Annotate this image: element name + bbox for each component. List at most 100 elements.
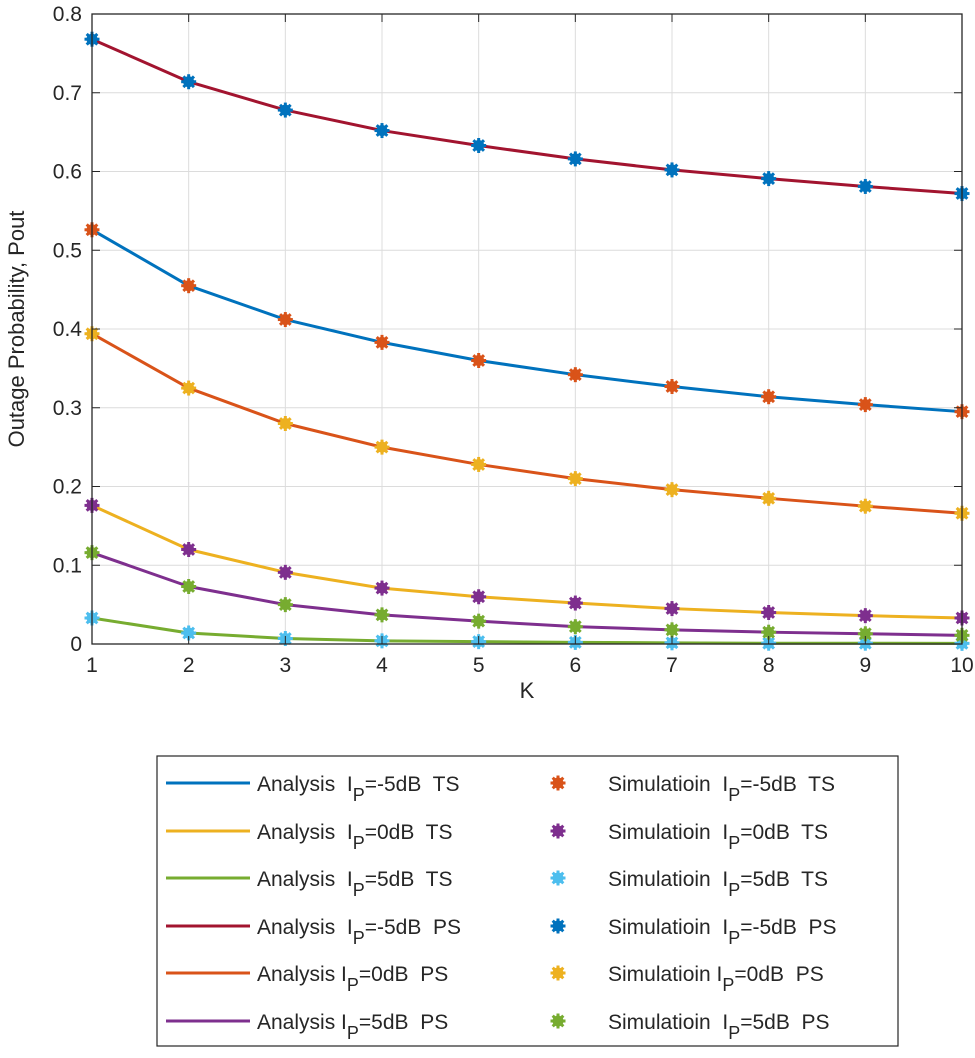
legend-label: Analysis IP=5dB TS bbox=[257, 868, 452, 900]
data-point-marker bbox=[277, 102, 293, 118]
x-tick-label: 4 bbox=[376, 654, 388, 677]
legend-label: Analysis IP=0dB PS bbox=[257, 963, 448, 995]
marker-spoke bbox=[472, 354, 486, 367]
legend-marker-swatch bbox=[550, 918, 566, 934]
marker-spoke bbox=[278, 417, 292, 430]
data-point-marker bbox=[567, 595, 583, 611]
data-point-marker bbox=[374, 580, 390, 596]
data-point-marker bbox=[181, 278, 197, 294]
data-point-marker bbox=[471, 613, 487, 629]
legend-marker-swatch bbox=[550, 965, 566, 981]
x-tick-label: 5 bbox=[473, 654, 485, 677]
data-point-marker bbox=[471, 138, 487, 154]
marker-spoke bbox=[858, 609, 872, 623]
x-tick-label: 9 bbox=[859, 654, 871, 677]
marker-spoke bbox=[278, 313, 292, 326]
data-point-marker bbox=[277, 597, 293, 613]
data-point-marker bbox=[374, 334, 390, 350]
data-point-marker bbox=[181, 74, 197, 90]
y-tick-label: 0.2 bbox=[53, 476, 82, 499]
data-point-marker bbox=[277, 564, 293, 580]
data-point-marker bbox=[664, 601, 680, 617]
marker-spoke bbox=[472, 590, 486, 604]
marker-spoke bbox=[551, 1014, 565, 1028]
x-tick-label: 8 bbox=[763, 654, 775, 677]
legend-marker-swatch bbox=[550, 870, 566, 886]
y-axis-label: Outage Probability, Pout bbox=[4, 211, 29, 448]
x-tick-label: 7 bbox=[666, 654, 678, 677]
marker-spoke bbox=[762, 390, 776, 404]
x-tick-label: 6 bbox=[569, 654, 581, 677]
y-tick-label: 0.6 bbox=[53, 161, 82, 184]
data-point-marker bbox=[374, 607, 390, 623]
marker-spoke bbox=[665, 623, 679, 637]
series-lines bbox=[91, 37, 963, 645]
data-point-marker bbox=[181, 380, 197, 396]
marker-spoke bbox=[568, 596, 582, 610]
y-tick-label: 0.3 bbox=[53, 397, 82, 420]
legend-box bbox=[156, 755, 899, 1047]
legend-label: Simulatioin IP=5dB TS bbox=[608, 868, 828, 900]
data-point-marker bbox=[471, 353, 487, 368]
marker-spoke bbox=[375, 440, 389, 454]
plot-frame bbox=[91, 13, 963, 645]
marker-spoke bbox=[472, 458, 486, 471]
data-point-marker bbox=[761, 605, 777, 620]
legend-label: Analysis IP=-5dB TS bbox=[257, 773, 459, 805]
x-tick-label: 10 bbox=[950, 654, 973, 677]
data-point-marker bbox=[664, 378, 680, 394]
data-point-marker bbox=[761, 389, 777, 405]
series-line bbox=[91, 504, 963, 620]
legend-marker-swatch bbox=[550, 775, 566, 791]
marker-spoke bbox=[762, 625, 776, 639]
data-point-marker bbox=[471, 456, 487, 472]
data-point-marker bbox=[664, 162, 680, 178]
marker-spoke bbox=[375, 336, 389, 349]
marker-spoke bbox=[858, 627, 872, 641]
y-tick-label: 0.5 bbox=[53, 239, 82, 262]
data-point-marker bbox=[567, 619, 583, 635]
marker-spoke bbox=[665, 380, 679, 393]
marker-spoke bbox=[551, 776, 565, 790]
marker-spoke bbox=[568, 152, 582, 166]
legend-label: Simulatioin IP=-5dB TS bbox=[608, 773, 835, 805]
data-point-marker bbox=[664, 622, 680, 638]
data-point-marker bbox=[471, 589, 487, 605]
legend-marker-swatch bbox=[550, 1013, 566, 1029]
data-point-marker bbox=[181, 579, 197, 595]
data-point-marker bbox=[277, 312, 293, 328]
marker-spoke bbox=[182, 626, 196, 640]
marker-spoke bbox=[858, 180, 872, 193]
data-point-marker bbox=[567, 151, 583, 167]
marker-spoke bbox=[665, 602, 679, 615]
data-point-marker bbox=[181, 542, 197, 557]
y-tick-label: 0.8 bbox=[53, 3, 82, 26]
x-tick-label: 1 bbox=[86, 654, 98, 677]
legend-label: Simulatioin IP=0dB TS bbox=[608, 821, 828, 853]
series-line bbox=[91, 228, 963, 414]
series-line bbox=[91, 616, 963, 645]
legend: Analysis IP=-5dB TS Analysis IP=0dB TS Ana… bbox=[156, 755, 899, 1047]
marker-spoke bbox=[278, 103, 292, 117]
marker-spoke bbox=[182, 279, 196, 293]
marker-spoke bbox=[568, 368, 582, 382]
marker-spoke bbox=[858, 398, 872, 411]
y-tick-label: 0 bbox=[70, 633, 82, 656]
data-point-marker bbox=[761, 171, 777, 187]
axes: 1 2 3 4 5 6 7 8 9 10 0 0.1 0.2 0.3 0.4 0.5 0.6 0.7 0.8 bbox=[53, 3, 974, 677]
series-line bbox=[91, 551, 963, 637]
marker-spoke bbox=[182, 75, 196, 89]
marker-spoke bbox=[472, 139, 486, 152]
legend-label: Analysis IP=5dB PS bbox=[257, 1011, 448, 1043]
data-point-marker bbox=[181, 625, 197, 641]
marker-spoke bbox=[375, 581, 389, 595]
legend-label: Analysis IP=-5dB PS bbox=[257, 916, 461, 948]
x-axis-label: K bbox=[520, 678, 535, 703]
y-tick-label: 0.1 bbox=[53, 554, 82, 577]
marker-spoke bbox=[182, 381, 196, 395]
data-point-marker bbox=[857, 178, 873, 194]
data-point-marker bbox=[664, 482, 680, 498]
marker-spoke bbox=[665, 483, 679, 497]
marker-spoke bbox=[375, 124, 389, 137]
